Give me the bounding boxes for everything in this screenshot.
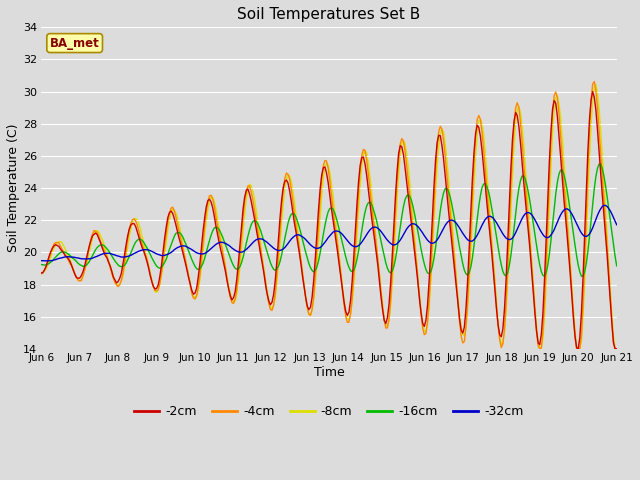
X-axis label: Time: Time <box>314 366 344 379</box>
Legend: -2cm, -4cm, -8cm, -16cm, -32cm: -2cm, -4cm, -8cm, -16cm, -32cm <box>129 400 529 423</box>
Title: Soil Temperatures Set B: Soil Temperatures Set B <box>237 7 420 22</box>
Text: BA_met: BA_met <box>50 36 100 49</box>
Y-axis label: Soil Temperature (C): Soil Temperature (C) <box>7 124 20 252</box>
